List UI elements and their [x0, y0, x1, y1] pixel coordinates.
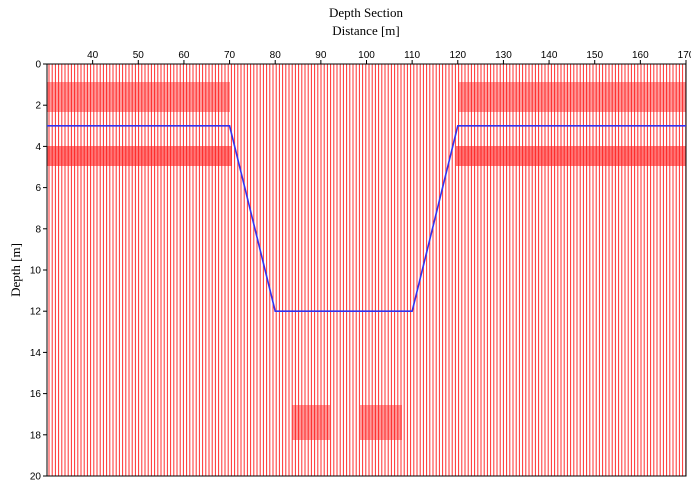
x-tick-label: 60	[178, 50, 190, 61]
reflection	[292, 405, 330, 440]
x-tick-label: 80	[270, 50, 282, 61]
y-tick-label: 6	[35, 183, 41, 194]
y-tick-label: 4	[35, 142, 41, 153]
x-axis-label: Distance [m]	[332, 23, 400, 38]
x-tick-label: 90	[315, 50, 327, 61]
reflection	[360, 405, 402, 440]
y-tick-label: 14	[30, 348, 42, 359]
x-tick-label: 140	[541, 50, 558, 61]
x-tick-label: 120	[449, 50, 466, 61]
y-axis-label: Depth [m]	[8, 243, 23, 297]
reflection	[458, 82, 686, 112]
reflection	[47, 82, 230, 112]
y-tick-label: 0	[35, 60, 41, 71]
y-tick-label: 2	[35, 101, 41, 112]
y-tick-label: 10	[30, 266, 42, 277]
x-tick-label: 40	[87, 50, 99, 61]
y-tick-label: 16	[30, 389, 42, 400]
y-tick-label: 12	[30, 307, 42, 318]
reflection	[47, 146, 232, 166]
model-line	[47, 125, 686, 313]
x-tick-label: 110	[404, 50, 420, 61]
x-tick-label: 150	[586, 50, 603, 61]
x-tick-label: 160	[632, 50, 649, 61]
y-tick-label: 18	[30, 430, 42, 441]
chart-title: Depth Section	[329, 5, 404, 20]
x-tick-label: 70	[224, 50, 236, 61]
y-tick-label: 8	[35, 224, 41, 235]
x-tick-label: 100	[358, 50, 375, 61]
y-tick-label: 20	[30, 472, 42, 481]
x-tick-label: 130	[495, 50, 512, 61]
seismic-traces	[47, 64, 687, 476]
x-tick-label: 170	[678, 50, 691, 61]
reflection	[456, 146, 686, 166]
x-tick-label: 50	[133, 50, 145, 61]
